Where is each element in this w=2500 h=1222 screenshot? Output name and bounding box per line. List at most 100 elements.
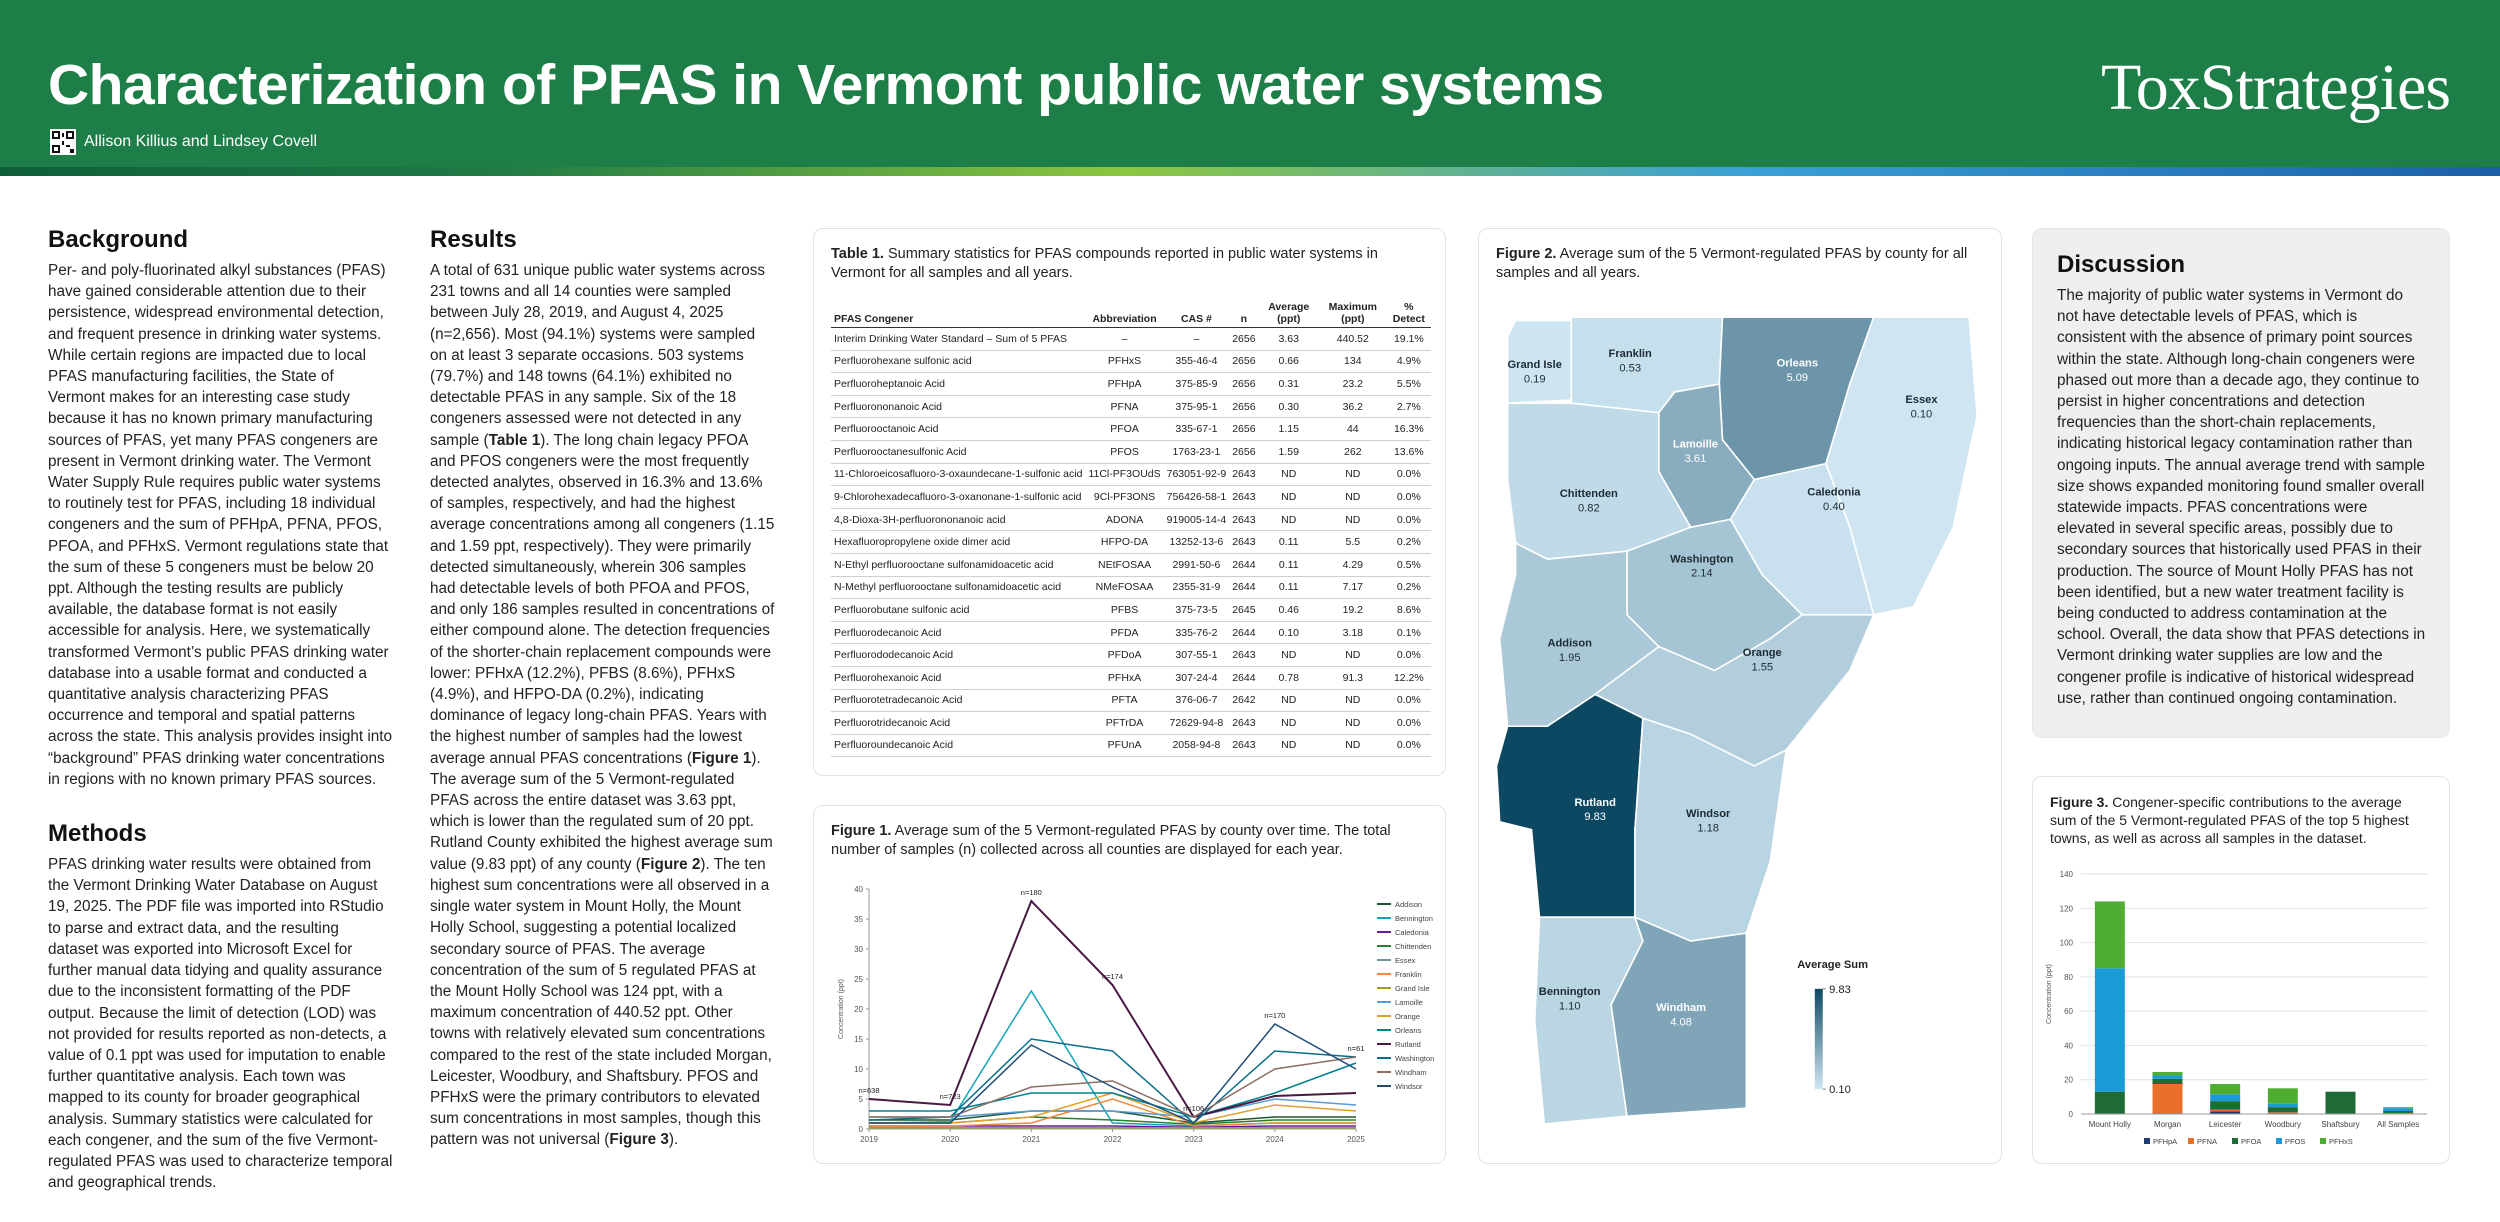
county-name: Franklin (1609, 348, 1652, 360)
table-cell: 335-67-1 (1163, 417, 1230, 441)
table-cell: 2643 (1229, 643, 1259, 667)
bar-segment (2152, 1078, 2183, 1084)
table-cell: 919005-14-4 (1163, 508, 1230, 532)
table-row: Perfluoroundecanoic Acid PFUnA 2058-94-8 26… (831, 734, 1431, 758)
text-run: ). (668, 1131, 679, 1149)
table-cell: 0.0% (1386, 463, 1431, 487)
section-text: PFAS drinking water results were obtaine… (48, 856, 393, 1192)
caption-label: Figure 3. (2050, 794, 2109, 810)
county-name: Grand Isle (1507, 359, 1561, 371)
table-cell: 2656 (1229, 372, 1259, 396)
table-cell: 9Cl-PF3ONS (1085, 485, 1164, 509)
table-cell: Perfluoroheptanoic Acid (831, 372, 1086, 396)
legend-label: PFHpA (2153, 1137, 2177, 1146)
legend-label: Essex (1395, 956, 1416, 965)
legend-swatch (2144, 1138, 2150, 1144)
table-caption: Table 1. Summary statistics for PFAS com… (831, 245, 1428, 283)
county-value: 0.82 (1578, 502, 1600, 514)
y-tick-label: 40 (2064, 1041, 2073, 1050)
emphasis: Table 1 (488, 431, 541, 449)
y-axis-title: Concentration (ppt) (2046, 964, 2053, 1024)
table-cell: Interim Drinking Water Standard – Sum of… (831, 327, 1086, 351)
table-cell: 2656 (1229, 440, 1259, 464)
legend-label: Rutland (1395, 1040, 1421, 1049)
y-axis-title: Concentration (ppt) (838, 979, 845, 1039)
county-name: Orange (1743, 647, 1782, 659)
y-tick-label: 120 (2060, 904, 2074, 913)
colorbar-title: Average Sum (1797, 959, 1868, 971)
table-cell: 3.18 (1318, 621, 1387, 645)
county (1506, 319, 1573, 405)
table-cell: 1763-23-1 (1163, 440, 1230, 464)
colorbar-label: 0.10 (1829, 1084, 1851, 1096)
table-cell: N-Methyl perfluorooctane sulfonamidoacet… (831, 576, 1086, 600)
discussion-box: Discussion The majority of public water … (2057, 251, 2427, 709)
table-cell: 19.1% (1386, 327, 1431, 351)
bar-segment (2383, 1108, 2414, 1111)
table-cell: 2656 (1229, 327, 1259, 351)
table-cell: Perfluorohexanoic Acid (831, 666, 1086, 690)
county-value: 1.10 (1559, 1001, 1581, 1013)
table-cell: 2645 (1229, 598, 1259, 622)
caption-text: Summary statistics for PFAS compounds re… (831, 246, 1378, 281)
bar-segment (2152, 1075, 2183, 1079)
caption-text: Congener-specific contributions to the a… (2050, 794, 2409, 846)
legend-swatch (2188, 1138, 2194, 1144)
table-cell: ND (1258, 485, 1319, 509)
bar-segment (2267, 1112, 2298, 1114)
table-cell: 2991-50-6 (1163, 553, 1230, 577)
county-name: Essex (1905, 394, 1938, 406)
table-cell: 2.7% (1386, 395, 1431, 419)
county-value: 0.10 (1911, 408, 1933, 420)
y-tick-label: 20 (2064, 1076, 2073, 1085)
table-row: Hexafluoropropylene oxide dimer acid HFPO… (831, 530, 1431, 554)
county-value: 0.19 (1524, 373, 1546, 385)
table-cell: ND (1258, 689, 1319, 713)
table-cell: 11-Chloroeicosafluoro-3-oxaundecane-1-su… (831, 463, 1086, 487)
bar-segment (2210, 1101, 2241, 1110)
y-tick-label: 140 (2060, 870, 2074, 879)
x-tick-label: 2021 (1022, 1135, 1040, 1144)
table-cell: 4.9% (1386, 350, 1431, 374)
qr-code (50, 129, 76, 155)
y-tick-label: 15 (854, 1035, 863, 1044)
series-line (868, 899, 1357, 1119)
legend-swatch (2276, 1138, 2282, 1144)
table-cell: 0.1% (1386, 621, 1431, 645)
authors: Allison Killius and Lindsey Covell (84, 133, 318, 150)
table-cell: 2643 (1229, 734, 1259, 758)
bar-segment (2152, 1072, 2183, 1076)
table-cell: 91.3 (1318, 666, 1387, 690)
legend-swatch (2320, 1138, 2326, 1144)
table-cell: 307-55-1 (1163, 643, 1230, 667)
county-value: 1.55 (1751, 662, 1773, 674)
table-cell: NEtFOSAA (1085, 553, 1164, 577)
county-value: 1.95 (1559, 652, 1581, 664)
county-name: Addison (1547, 638, 1592, 650)
county-value: 0.40 (1823, 501, 1845, 513)
figure-caption: Figure 2. Average sum of the 5 Vermont-r… (1496, 245, 1984, 283)
table-row: Interim Drinking Water Standard – Sum of… (831, 327, 1431, 351)
section-heading: Methods (48, 820, 147, 848)
table-cell: 376-06-7 (1163, 689, 1230, 713)
legend-label: PFOS (2285, 1137, 2305, 1146)
y-tick-label: 35 (854, 915, 863, 924)
table-row: Perfluorooctanesulfonic Acid PFOS 1763-23-… (831, 440, 1431, 464)
figure-caption: Figure 3. Congener-specific contribution… (2050, 793, 2432, 847)
table-body: Interim Drinking Water Standard – Sum of… (831, 327, 1431, 758)
table-cell: 1.59 (1258, 440, 1319, 464)
table-cell: 2643 (1229, 530, 1259, 554)
legend-label: Addison (1395, 900, 1422, 909)
table-cell: 375-85-9 (1163, 372, 1230, 396)
legend-label: PFNA (2197, 1137, 2217, 1146)
bar-segment (2094, 968, 2125, 1092)
table-cell: ND (1318, 485, 1387, 509)
table-cell: 0.11 (1258, 530, 1319, 554)
column-header: Average (ppt) (1258, 299, 1319, 328)
bar-chart: 0 20 40 60 80 100 120 140 Concentration (ppt) Mou… (2046, 870, 2427, 1146)
x-tick-label: All Samples (2377, 1120, 2419, 1129)
table-head: PFAS Congener Abbreviation CAS # n Average (… (831, 299, 1431, 328)
table-cell: 36.2 (1318, 395, 1387, 419)
bar-segment (2210, 1111, 2241, 1114)
